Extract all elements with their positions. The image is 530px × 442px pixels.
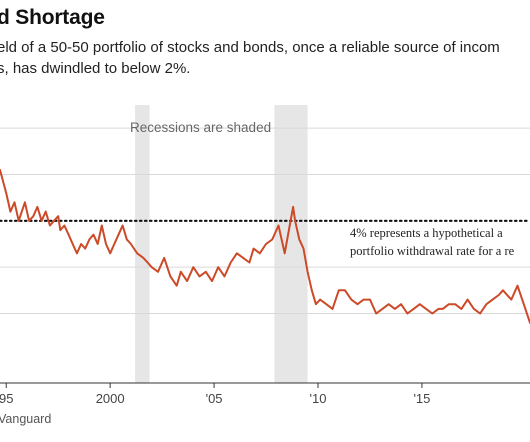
- x-tick-label-'10: '10: [310, 391, 327, 406]
- x-tick-label-'05: '05: [206, 391, 223, 406]
- reference-label-line-2: portfolio withdrawal rate for a re: [350, 244, 515, 258]
- x-tick-label-'15: '15: [413, 391, 430, 406]
- x-tick-label-2000: 2000: [96, 391, 125, 406]
- subtitle-line-2: s, has dwindled to below 2%.: [0, 60, 191, 77]
- chart-title: d Shortage: [0, 6, 105, 29]
- reference-label-line-1: 4% represents a hypothetical a: [350, 226, 503, 240]
- recession-band-2: [274, 105, 308, 383]
- subtitle-line-1: eld of a 50-50 portfolio of stocks and b…: [0, 39, 500, 56]
- x-tick-label-95: 95: [0, 391, 13, 406]
- series-line-1: [0, 168, 530, 324]
- source-note: Vanguard: [0, 412, 52, 426]
- chart-subtitle: eld of a 50-50 portfolio of stocks and b…: [0, 37, 500, 79]
- recession-band-1: [135, 105, 150, 383]
- recession-label: Recessions are shaded: [130, 120, 271, 135]
